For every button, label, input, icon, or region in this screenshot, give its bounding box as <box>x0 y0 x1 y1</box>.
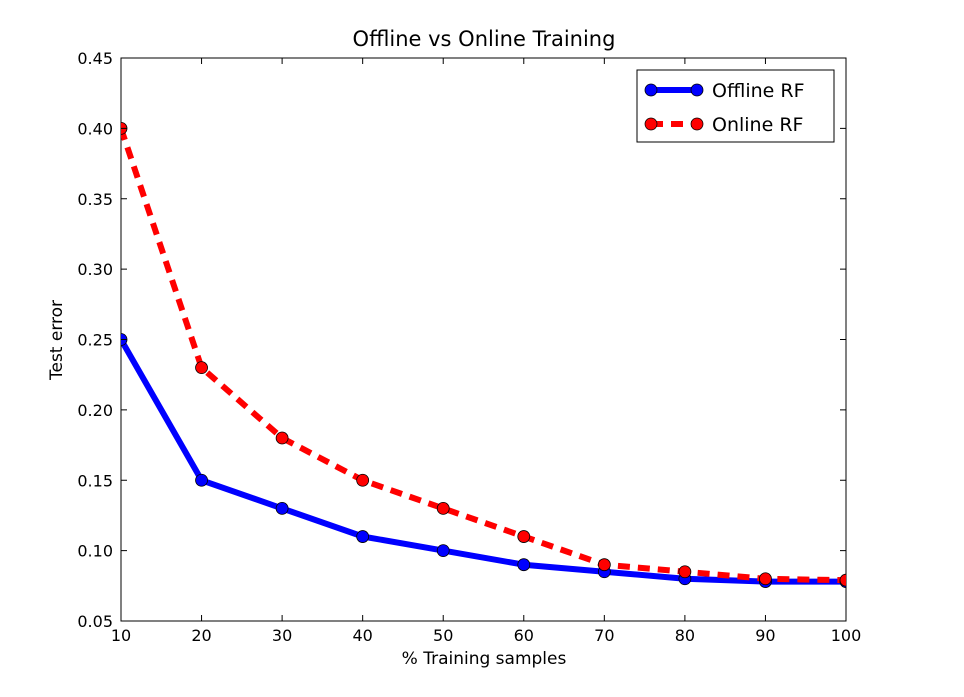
legend-label: Offline RF <box>712 80 805 102</box>
data-point-online-rf <box>597 558 611 572</box>
y-tick-label: 0.35 <box>77 190 113 209</box>
legend-marker <box>690 117 704 131</box>
y-tick-label: 0.15 <box>77 471 113 490</box>
axis-ticks: 10 20 30 40 50 60 70 80 90 100 0.05 0.10 0.15 0.20 0.2… <box>77 49 861 645</box>
data-point-online-rf <box>839 573 846 587</box>
chart-title: Offline vs Online Training <box>353 27 616 51</box>
x-tick-label: 90 <box>755 626 775 645</box>
legend-label: Online RF <box>712 114 803 136</box>
x-tick-label: 40 <box>352 626 372 645</box>
data-point-online-rf <box>678 565 692 579</box>
y-tick-label: 0.45 <box>77 49 113 68</box>
legend-marker <box>644 83 658 97</box>
data-point-online-rf <box>356 473 370 487</box>
x-tick-label: 10 <box>111 626 131 645</box>
series-line-offline-rf <box>121 336 846 585</box>
x-tick-label: 70 <box>594 626 614 645</box>
data-point-offline-rf <box>356 530 370 543</box>
x-tick-label: 80 <box>675 626 695 645</box>
y-tick-label: 0.40 <box>77 119 113 138</box>
data-point-online-rf <box>517 530 531 543</box>
data-point-online-rf <box>759 572 772 586</box>
data-point-offline-rf <box>275 501 289 515</box>
data-point-offline-rf <box>517 558 531 572</box>
data-point-online-rf <box>275 431 289 445</box>
data-point-offline-rf <box>195 473 208 487</box>
data-point-online-rf <box>195 361 208 375</box>
legend-marker <box>690 83 704 97</box>
y-tick-label: 0.05 <box>77 612 113 631</box>
x-tick-label: 30 <box>272 626 292 645</box>
y-tick-label: 0.25 <box>77 331 113 350</box>
x-tick-label: 100 <box>831 626 862 645</box>
y-tick-label: 0.10 <box>77 542 113 561</box>
legend-box <box>636 69 835 143</box>
legend-marker <box>644 117 658 131</box>
x-axis-label: % Training samples <box>402 649 567 669</box>
plot-area <box>120 57 847 622</box>
x-tick-label: 50 <box>433 626 453 645</box>
legend: Offline RF Online RF <box>636 69 835 143</box>
data-point-online-rf <box>436 501 450 515</box>
series-line-online-rf <box>121 127 846 584</box>
y-axis-label: Test error <box>47 300 67 381</box>
series-group <box>121 121 846 588</box>
x-tick-label: 20 <box>191 626 211 645</box>
x-tick-label: 60 <box>514 626 534 645</box>
y-tick-label: 0.30 <box>77 260 113 279</box>
data-point-offline-rf <box>436 544 450 558</box>
y-tick-label: 0.20 <box>77 401 113 420</box>
